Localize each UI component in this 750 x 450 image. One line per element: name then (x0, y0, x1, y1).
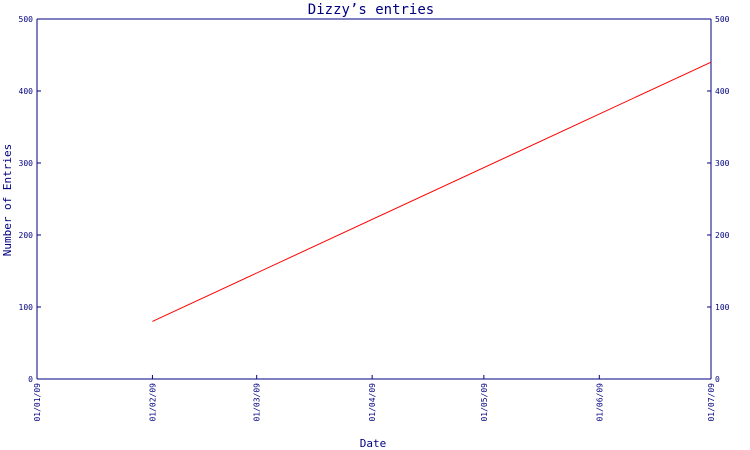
x-axis: 01/01/09 01/02/09 01/03/09 01/04/09 01/05/09… (33, 375, 716, 422)
series-line (152, 61, 712, 322)
y-tick-label-left: 100 (19, 303, 34, 312)
y-tick-label-left: 400 (19, 87, 34, 96)
series-layer (152, 61, 712, 322)
y-axis-left: 0 100 200 300 400 500 (19, 15, 41, 384)
plot-area (36, 18, 712, 380)
y-tick-label-right: 200 (715, 231, 730, 240)
y-axis-title: Number of Entries (1, 144, 14, 257)
y-axis-right: 0 100 200 300 400 500 (707, 15, 730, 384)
y-tick-label-right: 300 (715, 159, 730, 168)
x-axis-title: Date (360, 437, 387, 450)
y-tick-label-right: 400 (715, 87, 730, 96)
chart-title: Dizzy’s entries (308, 2, 434, 18)
x-tick-label: 01/01/09 (33, 383, 42, 422)
y-tick-label-left: 200 (19, 231, 34, 240)
x-tick-label: 01/07/09 (707, 383, 716, 422)
x-tick-label: 01/03/09 (253, 383, 262, 422)
x-tick-label: 01/05/09 (480, 383, 489, 422)
y-tick-label-right: 0 (715, 375, 720, 384)
y-tick-label-right: 500 (715, 15, 730, 24)
x-tick-label: 01/06/09 (595, 383, 604, 422)
x-tick-label: 01/02/09 (148, 383, 157, 422)
x-tick-label: 01/04/09 (368, 383, 377, 422)
y-tick-label-left: 0 (28, 375, 33, 384)
y-tick-label-right: 100 (715, 303, 730, 312)
y-tick-label-left: 500 (19, 15, 34, 24)
y-tick-label-left: 300 (19, 159, 34, 168)
